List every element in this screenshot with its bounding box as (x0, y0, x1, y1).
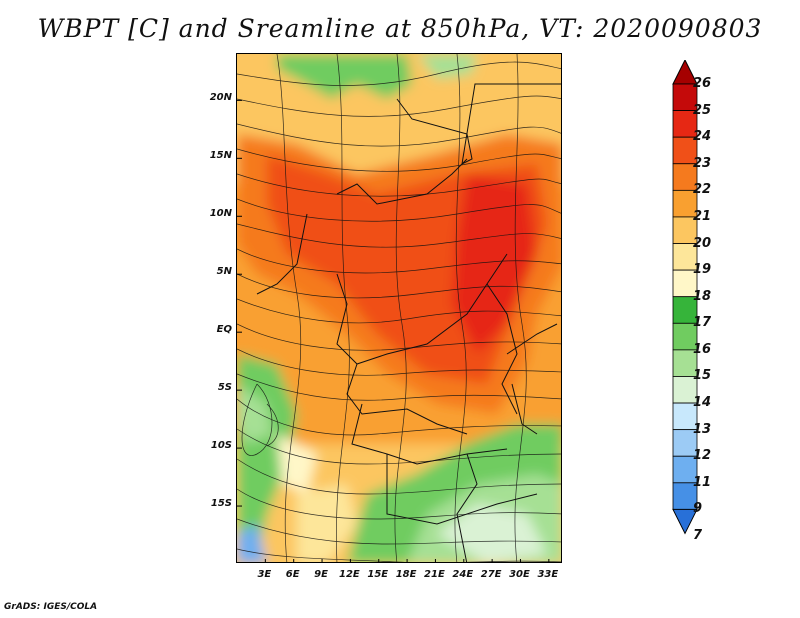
lat-tick-label: 15S (210, 498, 232, 510)
colorbar-tick-label: 14 (693, 395, 712, 411)
lat-tick-label: 10N (209, 208, 232, 220)
colorbar-tick-label: 16 (693, 341, 712, 357)
lat-tick-label: 10S (210, 440, 232, 452)
colorbar-tick-label: 25 (693, 102, 712, 118)
map-panel (236, 53, 562, 563)
map-title: WBPT [C] and Sreamline at 850hPa, VT: 20… (37, 14, 763, 43)
colorbar-segment (672, 376, 698, 404)
colorbar-segment (672, 402, 698, 431)
lon-tick-label: 6E (285, 569, 300, 580)
colorbar-tick-label: 12 (693, 448, 712, 464)
lon-tick-label: 27E (480, 569, 502, 580)
colorbar-segment (672, 216, 698, 244)
colorbar-tick-label: 23 (693, 155, 712, 171)
colorbar-tick-label: 17 (693, 315, 712, 331)
lon-tick-label: 18E (395, 569, 417, 580)
lon-tick-label: 24E (452, 569, 474, 580)
colorbar-tick-label: 20 (693, 235, 712, 251)
colorbar-segment (672, 83, 698, 111)
colorbar-tick-label: 24 (693, 129, 712, 145)
colorbar-tick-label: 22 (693, 182, 712, 198)
lon-tick-label: 9E (314, 569, 328, 580)
colorbar-segment (672, 322, 698, 351)
colorbar-segment (672, 110, 698, 138)
colorbar-tick-label: 15 (693, 368, 712, 384)
colorbar-segment (672, 136, 698, 165)
colorbar-segment (672, 296, 698, 324)
colorbar-tick-label: 13 (693, 421, 712, 437)
colorbar-segment (672, 482, 698, 510)
lon-tick-label: 12E (339, 569, 360, 580)
colorbar-tick-label: 26 (693, 76, 712, 91)
lon-tick-label: 21E (424, 569, 445, 580)
colorbar-tick-label: 11 (693, 474, 712, 490)
lat-tick-label: 15N (209, 150, 232, 162)
colorbar-tick-label: 18 (693, 288, 712, 304)
colorbar (672, 60, 698, 535)
colorbar-lower-arrow (672, 508, 698, 535)
lon-tick-label: 33E (537, 569, 559, 580)
credit-label: GrADS: IGES/COLA (4, 602, 98, 612)
lat-tick-label: 5N (216, 266, 232, 278)
colorbar-tick-label: 19 (693, 262, 712, 278)
colorbar-tick-label: 9 (693, 501, 703, 517)
colorbar-segment (672, 189, 698, 218)
colorbar-segment (672, 455, 698, 484)
lat-tick-label: EQ (216, 324, 232, 336)
wbpt-field-map (237, 54, 561, 562)
colorbar-tick-label: 7 (693, 528, 703, 543)
lat-tick-label: 20N (209, 92, 232, 104)
lon-tick-label: 3E (257, 569, 272, 580)
colorbar-segment (672, 429, 698, 457)
colorbar-tick-label: 21 (693, 208, 712, 224)
lat-tick-label: 5S (217, 382, 232, 394)
lon-tick-label: 30E (509, 569, 530, 580)
lon-tick-label: 15E (367, 569, 389, 580)
